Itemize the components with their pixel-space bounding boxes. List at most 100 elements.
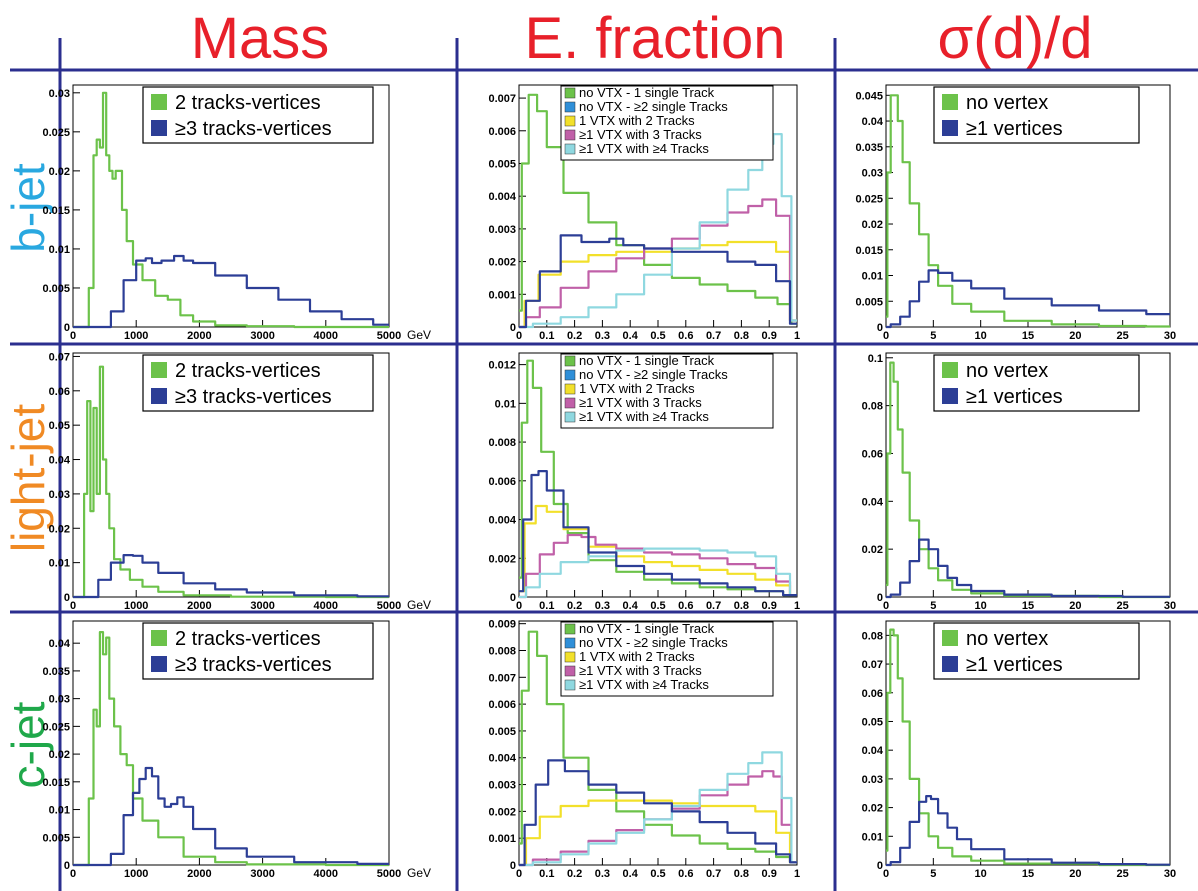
y-tick-label: 0.015	[855, 245, 883, 257]
y-tick-label: 0.01	[862, 271, 883, 283]
legend-box	[560, 85, 774, 161]
chart-panel-l-efrac: 0 0.002 0.004 0.006 0.008 0.01 0.012 0 0.1 0.2 0.3…	[488, 352, 800, 612]
legend-label: no VTX - 1 single Track	[579, 85, 715, 100]
y-tick-label: 0.005	[488, 726, 516, 738]
y-tick-label: 0.025	[855, 193, 883, 205]
y-tick-label: 0.015	[42, 777, 70, 789]
legend-label: ≥1 vertices	[966, 386, 1063, 408]
legend-swatch	[564, 383, 576, 395]
chart-panel-l-sig: 0 0.02 0.04 0.06 0.08 0.1 0 5 10 15 20 25 30 no verte…	[862, 352, 1176, 612]
series-line-1	[73, 766, 389, 867]
y-tick-label: 0.07	[862, 659, 883, 671]
legend-swatch	[151, 630, 167, 646]
y-tick-label: 0	[510, 592, 516, 604]
x-tick-label: 0.2	[567, 868, 582, 880]
series-line-4	[519, 547, 797, 599]
y-tick-label: 0.03	[49, 694, 70, 706]
legend-box	[560, 353, 774, 429]
legend-swatch	[564, 369, 576, 381]
y-tick-label: 0.1	[868, 353, 883, 365]
x-tick-label: 3000	[250, 600, 274, 612]
legend-label: 1 VTX with 2 Tracks	[579, 113, 695, 128]
legend-label: no vertex	[966, 92, 1048, 114]
x-tick-label: 4000	[314, 868, 338, 880]
legend-label: 1 VTX with 2 Tracks	[579, 381, 695, 396]
row-label-light-jet: light-jet	[2, 404, 54, 553]
x-tick-label: 0.9	[762, 868, 777, 880]
legend-label: no vertex	[966, 360, 1048, 382]
y-tick-label: 0.03	[49, 489, 70, 501]
x-tick-label: 3000	[250, 330, 274, 342]
x-tick-label: 0	[516, 600, 522, 612]
legend-label: ≥1 VTX with 3 Tracks	[579, 663, 702, 678]
y-tick-label: 0.035	[42, 666, 70, 678]
x-tick-label: 0.1	[539, 868, 554, 880]
legend-label: ≥1 VTX with ≥4 Tracks	[579, 409, 709, 424]
x-unit-label: GeV	[407, 866, 431, 880]
y-tick-label: 0	[64, 322, 70, 334]
x-tick-label: 20	[1069, 330, 1081, 342]
x-tick-label: 25	[1117, 330, 1129, 342]
chart-panel-c-mass: 0 0.005 0.01 0.015 0.02 0.025 0.03 0.035 0.04 0 10…	[42, 620, 431, 880]
y-tick-label: 0.05	[862, 716, 883, 728]
x-tick-label: 0.4	[623, 330, 639, 342]
y-tick-label: 0.06	[862, 448, 883, 460]
y-tick-label: 0.03	[862, 774, 883, 786]
y-tick-label: 0	[877, 592, 883, 604]
x-tick-label: 10	[975, 330, 987, 342]
legend-swatch	[942, 630, 958, 646]
y-tick-label: 0.01	[495, 398, 516, 410]
x-tick-label: 0.3	[595, 330, 610, 342]
y-tick-label: 0.001	[488, 289, 516, 301]
row-label-c-jet: c-jet	[2, 701, 54, 788]
legend-swatch	[564, 397, 576, 409]
x-tick-label: 0.1	[539, 330, 554, 342]
x-tick-label: 0.7	[706, 330, 721, 342]
legend-box	[933, 354, 1140, 412]
x-tick-label: 0.7	[706, 600, 721, 612]
legend-label: no vertex	[966, 628, 1048, 650]
y-tick-label: 0.08	[862, 630, 883, 642]
x-tick-label: 1000	[124, 600, 148, 612]
x-tick-label: 5	[930, 600, 936, 612]
series-line-5	[519, 759, 797, 867]
column-header-efraction: E. fraction	[524, 6, 785, 71]
y-tick-label: 0.03	[862, 168, 883, 180]
x-tick-label: 0.5	[650, 868, 665, 880]
legend-swatch	[151, 362, 167, 378]
x-tick-label: 15	[1022, 600, 1034, 612]
x-tick-label: 1	[794, 330, 800, 342]
y-tick-label: 0.005	[42, 832, 70, 844]
x-tick-label: 4000	[314, 600, 338, 612]
legend-swatch	[564, 665, 576, 677]
series-line-1	[886, 269, 1170, 329]
legend-box	[560, 621, 774, 697]
x-tick-label: 0.7	[706, 868, 721, 880]
chart-panel-b-mass: 0 0.005 0.01 0.015 0.02 0.025 0.03 0 1000 2000 300…	[42, 84, 431, 342]
y-tick-label: 0.02	[49, 749, 70, 761]
legend-label: ≥1 vertices	[966, 654, 1063, 676]
legend-label: ≥3 tracks-vertices	[175, 118, 332, 140]
legend-swatch	[942, 362, 958, 378]
x-tick-label: 0.1	[539, 600, 554, 612]
legend-label: no VTX - 1 single Track	[579, 621, 715, 636]
legend-label: no VTX - 1 single Track	[579, 353, 715, 368]
x-tick-label: 0.8	[734, 330, 749, 342]
y-tick-label: 0.002	[488, 806, 516, 818]
legend-box	[142, 622, 374, 680]
column-header-sigma: σ(d)/d	[937, 6, 1092, 71]
x-tick-label: 15	[1022, 330, 1034, 342]
y-tick-label: 0.01	[49, 244, 70, 256]
legend-label: 2 tracks-vertices	[175, 628, 321, 650]
legend-label: ≥1 VTX with 3 Tracks	[579, 395, 702, 410]
y-tick-label: 0.02	[49, 523, 70, 535]
x-tick-label: 1000	[124, 330, 148, 342]
series-line-0	[886, 94, 1170, 328]
y-tick-label: 0.015	[42, 205, 70, 217]
y-tick-label: 0.004	[488, 753, 516, 765]
legend-label: no VTX - ≥2 single Tracks	[579, 367, 728, 382]
y-tick-label: 0.005	[488, 158, 516, 170]
series-line-0	[73, 631, 389, 867]
x-tick-label: 5000	[377, 600, 401, 612]
x-tick-label: 0	[516, 868, 522, 880]
